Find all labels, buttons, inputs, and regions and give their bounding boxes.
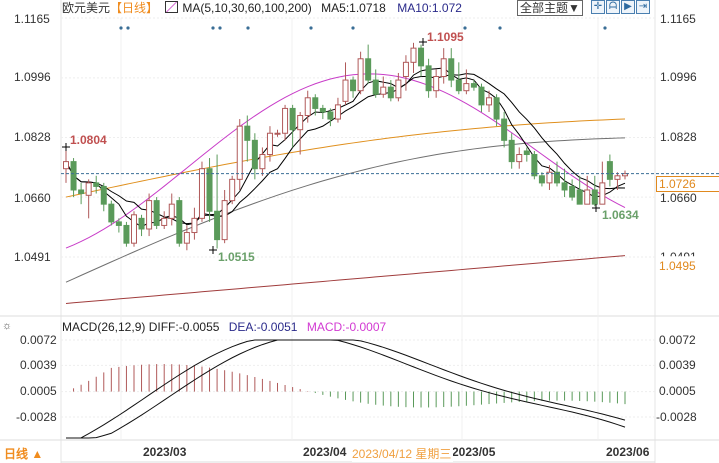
cursor-date-label: 2023/04/12 星期三 (352, 445, 454, 462)
ma200-price-tag: 1.0495 (659, 259, 696, 273)
crosshair-icon[interactable]: ✛ (591, 0, 605, 14)
macd-header: MACD(26,12,9) DIFF:-0.0055 DEA:-0.0051 M… (62, 320, 386, 334)
macd-right-axis-label: 0.0039 (659, 358, 696, 372)
right-axis-label: 1.0660 (660, 191, 697, 205)
left-axis-label: 1.0996 (14, 70, 51, 84)
scroll-right-icon[interactable]: ⇥ (636, 0, 650, 14)
macd-left-axis-label: -0.0028 (16, 410, 57, 424)
left-axis-label: 1.0828 (14, 130, 51, 144)
march-low-annotation: 1.0515 (218, 250, 255, 264)
x-axis-label: 2023/03 (143, 445, 187, 459)
ma-params-label[interactable]: MA(5,10,30,60,100,200) (182, 1, 312, 15)
ma-settings-icon[interactable] (165, 1, 179, 13)
right-axis-label: 1.1165 (660, 12, 696, 26)
macd-right-axis-label: 0.0072 (659, 333, 696, 347)
peak-high-annotation: 1.1095 (427, 30, 464, 44)
right-axis-label: 1.0828 (660, 130, 697, 144)
macd-diff-value: DIFF:-0.0055 (148, 320, 220, 334)
macd-left-axis-label: 0.0039 (20, 358, 57, 372)
start-high-annotation: 1.0804 (70, 133, 107, 147)
right-axis-label: 1.0996 (660, 70, 697, 84)
june-low-annotation: 1.0634 (602, 208, 639, 222)
x-axis-label: 2023/06 (606, 445, 650, 459)
ma10-value: MA10:1.072 (397, 1, 462, 15)
instrument-title: 欧元美元 (62, 1, 111, 15)
macd-settings-icon[interactable]: ☼ (2, 320, 13, 332)
left-axis-label: 1.0491 (14, 250, 51, 264)
right-axis-label: 1.0491 (660, 250, 697, 264)
x-axis-label: 2023/04 (303, 445, 347, 459)
chart-header: 欧元美元【日线】 MA(5,10,30,60,100,200) MA5:1.07… (62, 0, 462, 16)
current-price-tag: 1.0726 (656, 176, 719, 192)
theme-dropdown-button[interactable]: 全部主题▼ (517, 0, 583, 16)
macd-left-axis-label: 0.0005 (20, 384, 57, 398)
left-axis-label: 1.0660 (14, 191, 51, 205)
macd-left-axis-label: 0.0072 (20, 333, 57, 347)
macd-params-label[interactable]: MACD(26,12,9) (62, 320, 146, 334)
x-axis-label: 2023/05 (452, 445, 496, 459)
period-label[interactable]: 【日线】 (110, 1, 159, 15)
macd-value: MACD:-0.0007 (306, 320, 387, 334)
macd-dea-value: DEA:-0.0051 (228, 320, 298, 334)
zoom-out-icon[interactable]: ▶ (621, 0, 635, 14)
zoom-in-icon[interactable]: ᗩ (606, 0, 620, 14)
macd-right-axis-label: -0.0028 (656, 410, 697, 424)
macd-right-axis-label: 0.0005 (659, 384, 696, 398)
ma5-value: MA5:1.0718 (321, 1, 386, 15)
left-axis-label: 1.1165 (14, 12, 50, 26)
period-toggle[interactable]: 日线 ▲ (4, 447, 44, 461)
